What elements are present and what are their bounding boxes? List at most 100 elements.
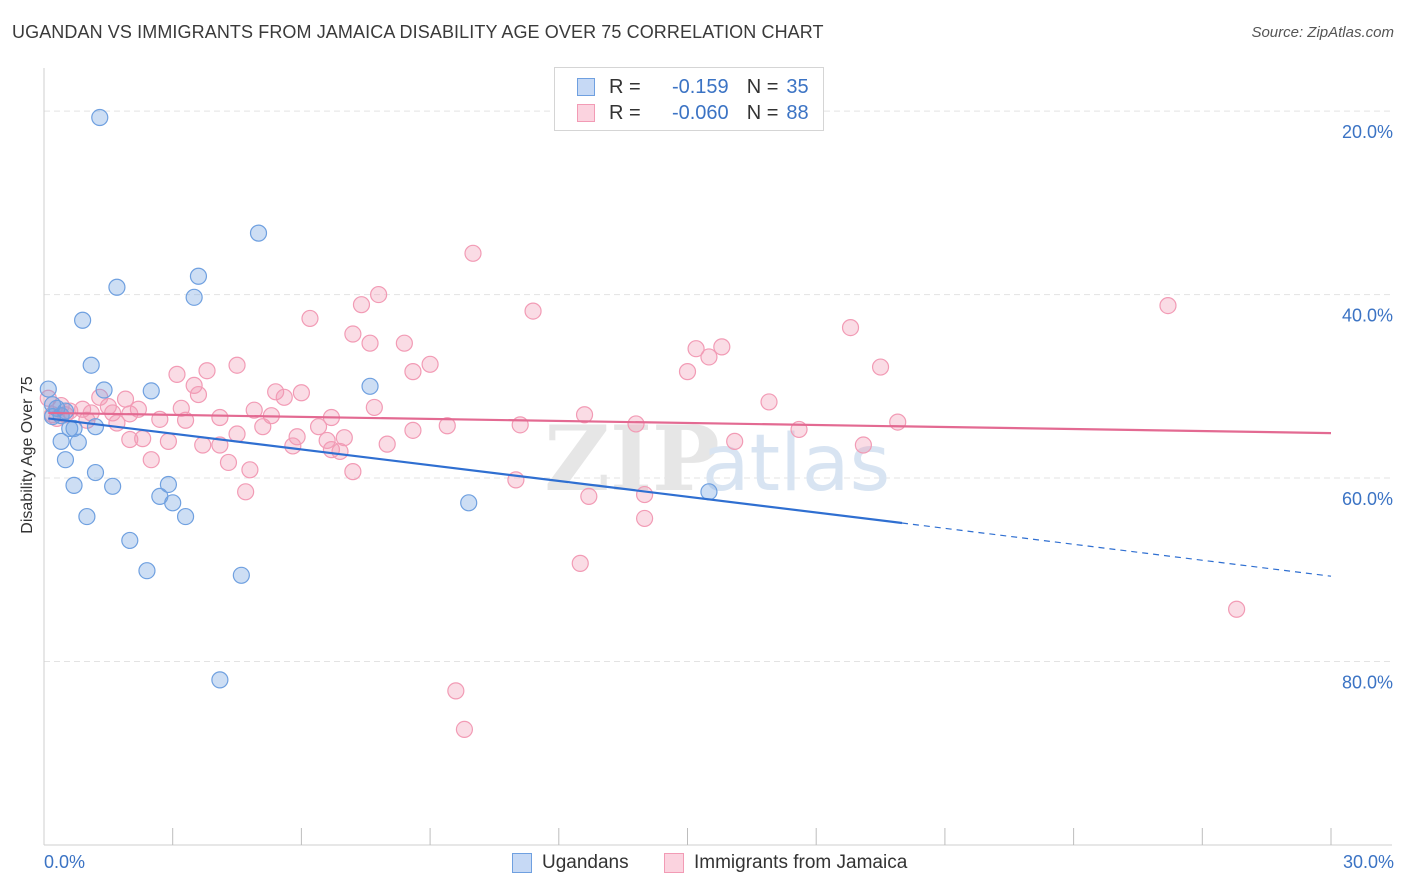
data-point bbox=[249, 224, 268, 242]
data-point bbox=[841, 319, 860, 337]
data-point bbox=[86, 463, 105, 482]
data-point bbox=[159, 475, 178, 494]
data-point bbox=[267, 383, 285, 401]
gridlines bbox=[44, 110, 1392, 663]
y-tick-label: 40.0% bbox=[1342, 306, 1393, 326]
data-point bbox=[121, 430, 139, 449]
data-point bbox=[43, 407, 62, 426]
data-point bbox=[627, 415, 645, 433]
data-point bbox=[245, 401, 263, 419]
legend-r-label: R = bbox=[609, 101, 641, 124]
data-point bbox=[194, 436, 212, 454]
data-point bbox=[228, 425, 246, 443]
bottom-legend-swatch-jamaica bbox=[664, 853, 684, 873]
data-point bbox=[854, 436, 872, 454]
bottom-legend-ugandans[interactable]: Ugandans bbox=[512, 851, 629, 875]
data-point bbox=[65, 476, 83, 494]
data-point bbox=[284, 437, 302, 455]
legend-n-label: N = bbox=[746, 75, 779, 98]
y-tick-label: 20.0% bbox=[1342, 122, 1393, 142]
data-point bbox=[288, 428, 306, 446]
data-point bbox=[91, 108, 109, 127]
data-point bbox=[726, 432, 744, 450]
data-point bbox=[39, 380, 57, 398]
data-point bbox=[159, 432, 178, 450]
series-ugandans bbox=[39, 108, 718, 689]
trend-line-ugandans-extension bbox=[901, 522, 1332, 577]
data-point bbox=[211, 671, 229, 689]
data-point bbox=[95, 381, 113, 399]
data-point bbox=[678, 363, 697, 381]
legend-swatch-ugandans bbox=[577, 78, 595, 96]
correlation-legend: R = -0.159 N = 35 R = -0.060 N = 88 bbox=[554, 67, 824, 131]
data-point bbox=[211, 408, 229, 427]
data-point bbox=[56, 451, 75, 469]
data-point bbox=[142, 451, 160, 469]
data-point bbox=[361, 334, 379, 352]
data-point bbox=[352, 296, 371, 314]
data-point bbox=[404, 363, 422, 381]
data-point bbox=[185, 288, 203, 306]
data-point bbox=[361, 377, 379, 395]
data-point bbox=[404, 421, 422, 439]
data-point bbox=[713, 338, 731, 356]
chart-title: UGANDAN VS IMMIGRANTS FROM JAMAICA DISAB… bbox=[12, 22, 824, 42]
y-tick-label: 80.0% bbox=[1342, 673, 1393, 693]
legend-r-value: -0.060 bbox=[671, 101, 729, 124]
data-point bbox=[571, 554, 589, 572]
data-point bbox=[700, 348, 718, 366]
data-point bbox=[309, 418, 328, 436]
source-credit: Source: ZipAtlas.com bbox=[1251, 24, 1394, 41]
data-point bbox=[176, 507, 195, 526]
data-point bbox=[464, 244, 482, 262]
trend-lines bbox=[48, 411, 1332, 577]
data-point bbox=[421, 355, 439, 373]
x-axis-max-label: 30.0% bbox=[1342, 852, 1394, 872]
data-point bbox=[344, 325, 362, 343]
data-point bbox=[86, 418, 105, 436]
bottom-legend-swatch-ugandans bbox=[512, 853, 532, 873]
data-point bbox=[104, 477, 122, 495]
data-point bbox=[575, 406, 594, 424]
data-point bbox=[164, 494, 182, 512]
data-point bbox=[228, 356, 246, 374]
data-point bbox=[460, 494, 478, 512]
trend-line-jamaica bbox=[48, 411, 1332, 435]
data-point bbox=[365, 398, 383, 417]
data-point bbox=[580, 487, 598, 506]
legend-n-label: N = bbox=[746, 101, 779, 124]
data-point bbox=[889, 413, 907, 431]
data-point bbox=[378, 435, 396, 453]
data-point bbox=[447, 682, 465, 700]
data-point bbox=[121, 531, 139, 550]
data-point bbox=[292, 384, 310, 402]
data-point bbox=[438, 417, 456, 435]
data-point bbox=[370, 285, 388, 304]
data-point bbox=[318, 431, 336, 450]
data-point bbox=[198, 362, 216, 380]
data-point bbox=[635, 485, 654, 504]
data-point bbox=[1228, 600, 1246, 618]
data-point bbox=[52, 432, 70, 450]
data-point bbox=[176, 411, 195, 429]
data-point bbox=[241, 461, 259, 479]
data-point bbox=[275, 388, 293, 406]
data-point bbox=[69, 433, 87, 451]
legend-row-jamaica: R = -0.060 N = 88 bbox=[577, 101, 809, 125]
x-axis-min-label: 0.0% bbox=[44, 852, 86, 872]
legend-r-label: R = bbox=[609, 75, 641, 98]
data-point bbox=[1159, 296, 1177, 315]
trend-line-ugandans bbox=[48, 417, 903, 525]
data-point bbox=[301, 309, 319, 328]
data-point bbox=[219, 453, 238, 472]
data-point bbox=[700, 483, 718, 501]
bottom-legend-jamaica[interactable]: Immigrants from Jamaica bbox=[664, 851, 907, 875]
data-point bbox=[82, 356, 100, 374]
data-point bbox=[254, 418, 272, 436]
data-point bbox=[185, 376, 203, 394]
data-point bbox=[760, 393, 778, 411]
data-point bbox=[687, 340, 705, 358]
data-point bbox=[524, 302, 542, 320]
data-point bbox=[871, 358, 890, 376]
